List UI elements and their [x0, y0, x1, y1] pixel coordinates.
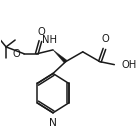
Polygon shape	[53, 50, 67, 63]
Text: NH: NH	[42, 35, 57, 45]
Text: OH: OH	[122, 60, 137, 70]
Text: O: O	[101, 34, 109, 44]
Text: O: O	[13, 49, 21, 59]
Text: N: N	[49, 118, 57, 128]
Text: O: O	[37, 27, 45, 37]
